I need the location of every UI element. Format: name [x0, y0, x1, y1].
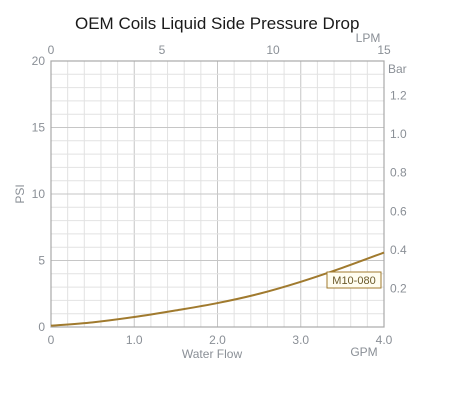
x-top-unit: LPM: [356, 31, 381, 45]
series-layer: M10-080: [50, 251, 385, 327]
y-left-tick-label: 10: [32, 187, 46, 201]
y-right-unit: Bar: [388, 62, 407, 76]
axis-ticks: 0 1.0 2.0 3.0 4.0 0 5 10 15 0 5 10 15 20 0.2 0.4 0.6 0.8 1…: [32, 43, 407, 347]
x-top-tick-label: 10: [266, 43, 280, 57]
y-right-tick-label: 0.6: [390, 204, 407, 218]
x-bottom-tick-label: 1.0: [126, 333, 143, 347]
y-left-tick-label: 15: [32, 121, 46, 135]
x-bottom-tick-label: 4.0: [376, 333, 393, 347]
x-top-tick-label: 15: [377, 43, 391, 57]
y-left-tick-label: 20: [32, 54, 46, 68]
y-right-tick-label: 0.2: [390, 281, 407, 295]
x-top-tick-label: 5: [159, 43, 166, 57]
y-left-label: PSI: [13, 184, 27, 203]
y-right-tick-label: 0.4: [390, 243, 407, 257]
x-bottom-tick-label: 3.0: [292, 333, 309, 347]
x-bottom-tick-label: 0: [48, 333, 55, 347]
x-bottom-tick-label: 2.0: [209, 333, 226, 347]
y-left-tick-label: 0: [38, 320, 45, 334]
series-label: M10-080: [332, 275, 375, 287]
series-label-box: [326, 271, 382, 289]
y-right-tick-label: 0.8: [390, 166, 407, 180]
y-right-tick-label: 1.2: [390, 89, 407, 103]
grid: [51, 61, 384, 327]
y-left-tick-label: 5: [38, 254, 45, 268]
x-bottom-label: Water Flow: [182, 347, 243, 361]
x-bottom-unit: GPM: [350, 345, 377, 359]
x-top-tick-label: 0: [48, 43, 55, 57]
chart-title: OEM Coils Liquid Side Pressure Drop: [75, 14, 359, 33]
plot-frame: [50, 60, 385, 328]
y-right-tick-label: 1.0: [390, 127, 407, 141]
